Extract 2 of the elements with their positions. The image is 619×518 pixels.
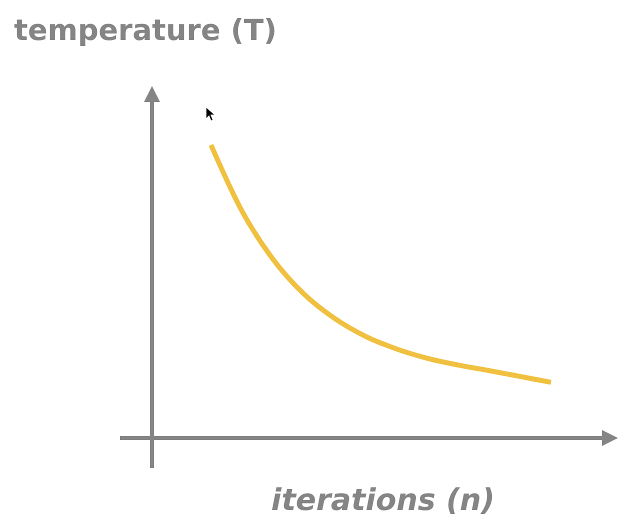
chart-title: temperature (T) xyxy=(14,13,277,47)
x-axis-title: iterations (n) xyxy=(271,483,495,518)
